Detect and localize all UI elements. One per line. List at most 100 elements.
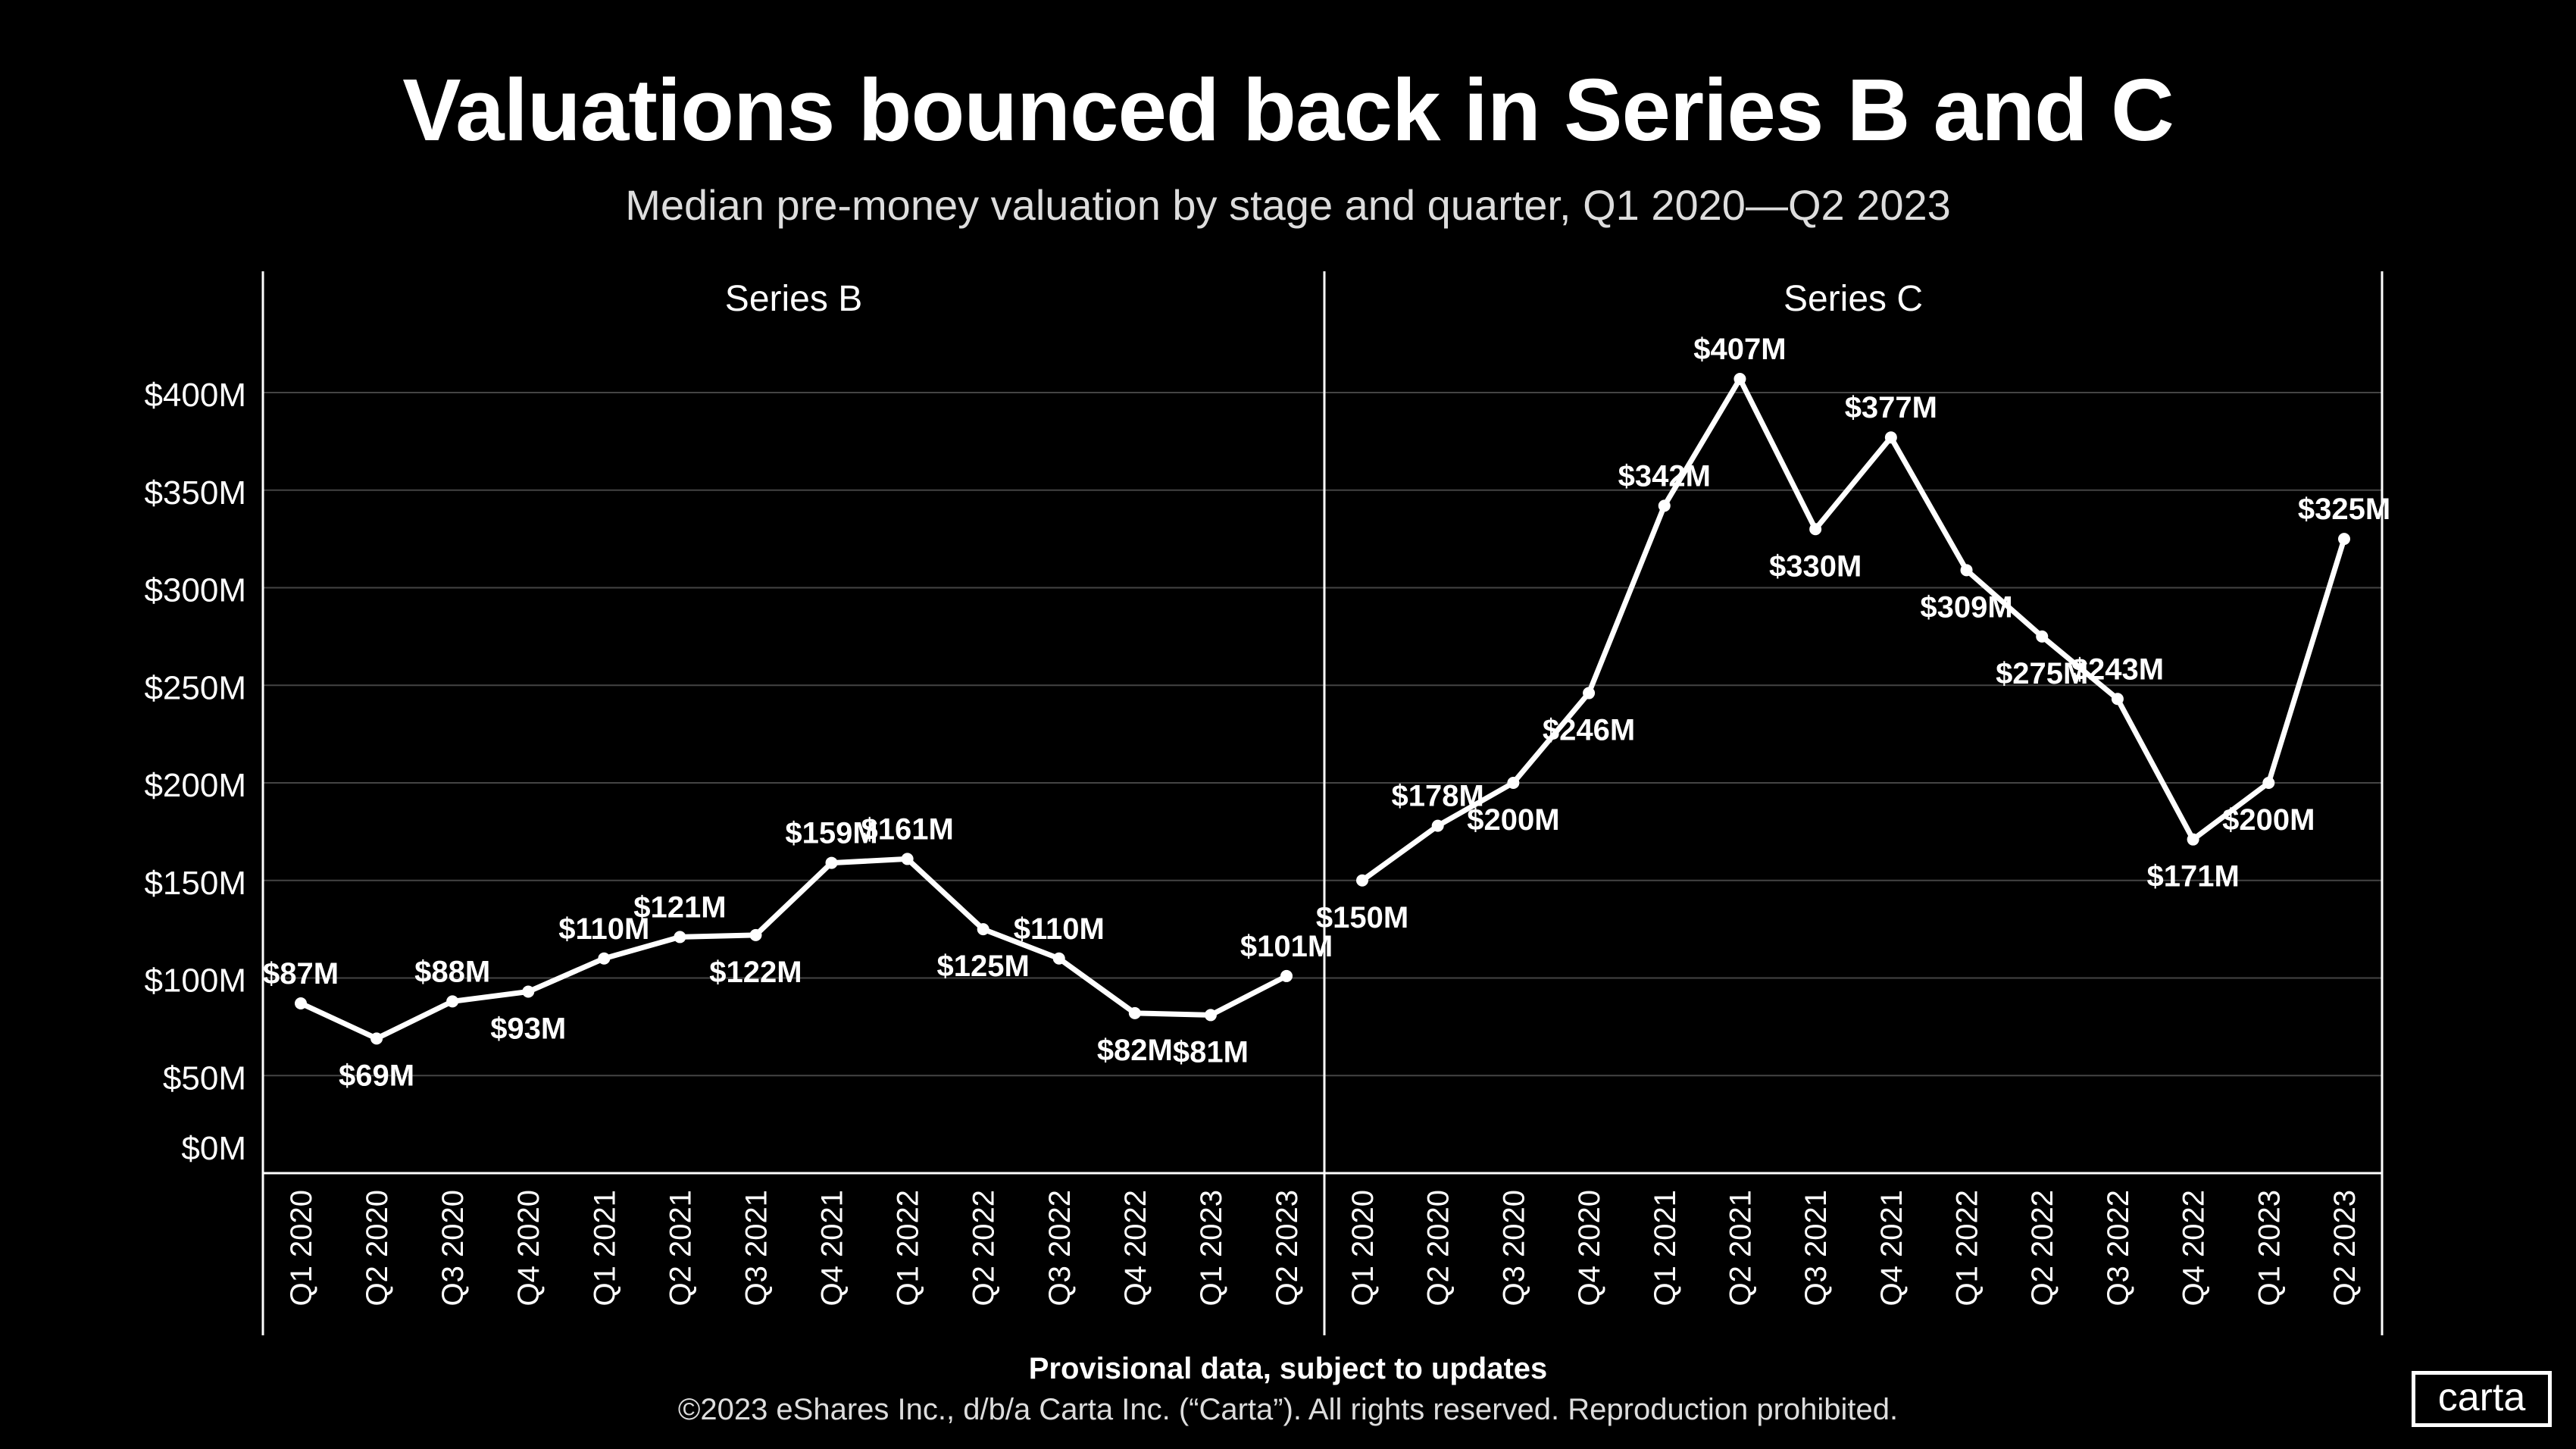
data-point	[2111, 693, 2124, 706]
carta-logo: carta	[2412, 1371, 2552, 1427]
y-tick-label: $250M	[144, 669, 246, 706]
data-label: $200M	[2222, 803, 2315, 837]
data-point	[1507, 777, 1520, 789]
x-tick-label: Q1 2022	[892, 1190, 925, 1306]
x-tick-label: Q1 2020	[1346, 1190, 1380, 1306]
data-point	[370, 1032, 383, 1045]
x-tick-label: Q1 2022	[1951, 1190, 1984, 1306]
x-tick-label: Q4 2022	[2177, 1190, 2211, 1306]
x-tick-label: Q3 2022	[1043, 1190, 1077, 1306]
x-tick-label: Q2 2023	[2328, 1190, 2362, 1306]
data-point	[1204, 1009, 1217, 1022]
data-point	[1052, 952, 1065, 965]
x-tick-label: Q3 2020	[436, 1190, 470, 1306]
y-tick-label: $400M	[144, 377, 246, 414]
data-point	[1583, 687, 1596, 699]
data-label: $325M	[2298, 493, 2390, 526]
data-point	[295, 997, 307, 1009]
x-tick-label: Q2 2022	[968, 1190, 1001, 1306]
data-point	[825, 856, 838, 869]
data-label: $171M	[2146, 860, 2239, 893]
x-tick-label: Q3 2021	[739, 1190, 773, 1306]
data-label: $101M	[1240, 930, 1333, 963]
data-label: $330M	[1769, 549, 1862, 583]
x-tick-label: Q2 2022	[2026, 1190, 2059, 1306]
data-point	[977, 923, 989, 936]
x-tick-label: Q1 2020	[285, 1190, 318, 1306]
y-tick-label: $350M	[144, 474, 246, 512]
series-line	[299, 856, 1288, 1041]
y-tick-label: $200M	[144, 767, 246, 804]
data-point	[1128, 1006, 1141, 1019]
data-label: $150M	[1316, 901, 1408, 934]
chart-title: Valuations bounced back in Series B and …	[402, 61, 2174, 159]
x-tick-label: Q2 2021	[1724, 1190, 1757, 1306]
panel-title: Series B	[725, 279, 862, 319]
y-tick-label: $150M	[144, 865, 246, 902]
x-tick-label: Q2 2021	[664, 1190, 697, 1306]
data-label: $246M	[1543, 714, 1635, 747]
data-label: $122M	[709, 956, 802, 989]
series-line	[1360, 376, 2347, 883]
data-point	[1431, 819, 1444, 832]
data-point	[901, 853, 914, 865]
data-label: $121M	[633, 890, 726, 924]
data-point	[598, 952, 611, 965]
data-label: $110M	[1014, 912, 1105, 946]
y-tick-label: $100M	[144, 962, 246, 1000]
data-point	[446, 995, 459, 1008]
x-tick-label: Q3 2020	[1497, 1190, 1530, 1306]
x-tick-label: Q4 2021	[816, 1190, 849, 1306]
data-point	[1356, 874, 1368, 887]
x-tick-label: Q2 2023	[1271, 1190, 1304, 1306]
data-point	[522, 985, 535, 998]
data-label: $377M	[1845, 391, 1937, 424]
x-tick-label: Q3 2022	[2102, 1190, 2135, 1306]
x-tick-label: Q4 2022	[1119, 1190, 1152, 1306]
data-point	[2338, 533, 2350, 546]
x-tick-label: Q2 2020	[1422, 1190, 1455, 1306]
data-label: $159M	[785, 817, 877, 850]
data-point	[1809, 523, 1822, 536]
data-point	[2262, 777, 2275, 789]
x-tick-label: Q1 2021	[588, 1190, 621, 1306]
data-point	[1884, 431, 1897, 444]
data-label: $69M	[339, 1059, 414, 1092]
data-label: $309M	[1920, 590, 2012, 624]
data-point	[1733, 372, 1746, 385]
data-label: $81M	[1173, 1035, 1249, 1069]
data-label: $200M	[1467, 803, 1559, 837]
data-label: $275M	[1996, 657, 2088, 690]
y-tick-label: $300M	[144, 572, 246, 609]
data-label: $178M	[1392, 780, 1484, 813]
panel-title: Series C	[1784, 279, 1923, 319]
x-tick-label: Q1 2023	[2252, 1190, 2286, 1306]
data-point	[1658, 499, 1671, 512]
x-tick-label: Q2 2020	[361, 1190, 394, 1306]
data-label: $125M	[937, 950, 1030, 983]
data-label: $243M	[2071, 653, 2164, 686]
x-tick-label: Q1 2023	[1195, 1190, 1228, 1306]
y-tick-label: $0M	[181, 1130, 246, 1167]
x-tick-label: Q4 2020	[1573, 1190, 1606, 1306]
data-point	[2187, 833, 2199, 846]
data-label: $93M	[490, 1012, 566, 1046]
data-point	[749, 928, 762, 941]
data-label: $82M	[1097, 1034, 1173, 1067]
data-point	[674, 931, 686, 944]
data-label: $110M	[558, 912, 649, 946]
data-label: $342M	[1618, 459, 1711, 493]
data-point	[1280, 969, 1293, 982]
x-tick-label: Q1 2021	[1649, 1190, 1682, 1306]
footer-note: Provisional data, subject to updates	[1028, 1352, 1548, 1385]
data-point	[1960, 564, 1973, 577]
data-label: $407M	[1693, 333, 1786, 366]
data-label: $88M	[414, 955, 490, 988]
data-label: $161M	[861, 812, 953, 846]
data-point	[2036, 630, 2049, 643]
x-tick-label: Q3 2021	[1799, 1190, 1833, 1306]
footer-copyright: ©2023 eShares Inc., d/b/a Carta Inc. (“C…	[677, 1393, 1899, 1426]
data-label: $87M	[263, 957, 339, 991]
x-tick-label: Q4 2021	[1875, 1190, 1909, 1306]
